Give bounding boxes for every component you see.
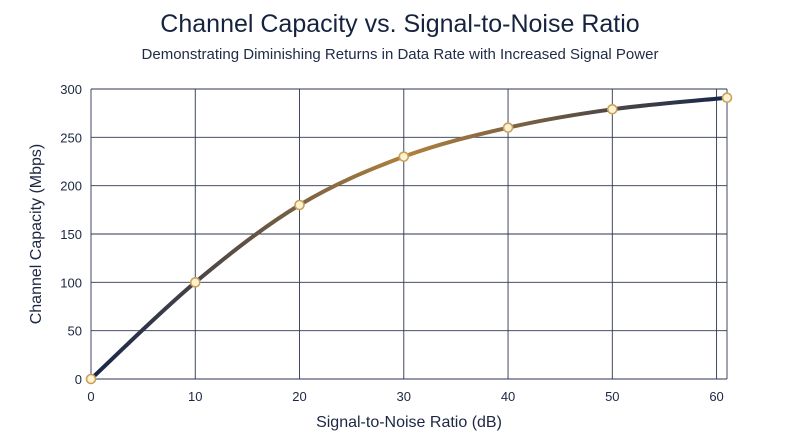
y-tick-label: 200 xyxy=(60,179,82,194)
x-tick-label: 40 xyxy=(501,389,515,404)
x-axis-label: Signal-to-Noise Ratio (dB) xyxy=(316,414,502,431)
tick-labels: 0 10 20 30 40 50 60 0 50 100 150 200 250 300 xyxy=(60,82,724,404)
y-tick-label: 250 xyxy=(60,130,82,145)
data-point xyxy=(189,277,201,288)
y-tick-label: 100 xyxy=(60,275,82,290)
chart-subtitle: Demonstrating Diminishing Returns in Dat… xyxy=(141,46,659,63)
y-tick-label: 300 xyxy=(60,82,82,97)
y-tick-label: 0 xyxy=(75,372,82,387)
data-points xyxy=(85,92,733,385)
data-point xyxy=(721,92,733,103)
data-point xyxy=(398,151,410,162)
x-tick-label: 10 xyxy=(188,389,202,404)
data-point xyxy=(294,199,305,211)
y-tick-label: 150 xyxy=(60,227,82,242)
x-tick-label: 60 xyxy=(709,389,723,404)
data-point xyxy=(502,122,514,133)
grid-lines xyxy=(90,88,728,380)
x-tick-label: 30 xyxy=(397,389,411,404)
x-tick-label: 50 xyxy=(605,389,619,404)
y-axis-label: Channel Capacity (Mbps) xyxy=(28,144,45,325)
x-tick-label: 0 xyxy=(87,389,94,404)
chart-title: Channel Capacity vs. Signal-to-Noise Rat… xyxy=(160,10,640,38)
y-tick-label: 50 xyxy=(68,324,82,339)
series-layer xyxy=(89,95,729,381)
data-point xyxy=(85,373,97,385)
data-point xyxy=(607,104,618,115)
x-tick-label: 20 xyxy=(292,389,306,404)
series-line xyxy=(89,95,729,381)
